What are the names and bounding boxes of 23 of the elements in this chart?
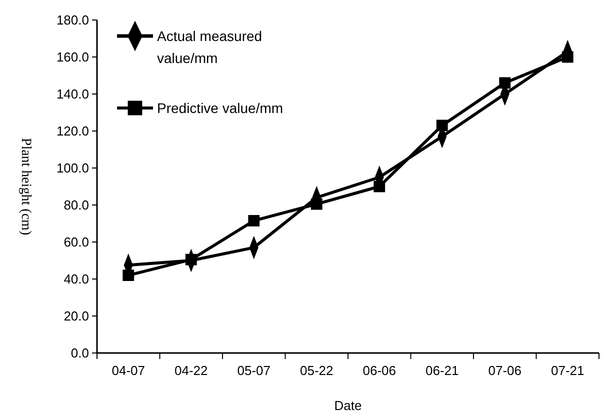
x-axis-title: Date [334, 398, 362, 412]
x-tick-label: 05-22 [300, 363, 334, 378]
y-tick-label: 100.0 [56, 160, 89, 176]
x-tick-label: 05-07 [237, 363, 270, 378]
x-tick-label: 07-21 [551, 363, 584, 378]
y-tick-label: 120.0 [56, 124, 89, 139]
y-tick-label: 40.0 [64, 272, 89, 287]
y-tick-label: 60.0 [64, 234, 89, 250]
legend-label: Actual measured value/mm [157, 28, 262, 66]
y-tick-label: 140.0 [56, 86, 89, 102]
point [248, 215, 260, 226]
y-tick-label: 80.0 [64, 198, 89, 213]
x-tick-label: 04-07 [112, 363, 145, 378]
y-tick-label: 160.0 [56, 50, 89, 65]
x-tick-label: 04-22 [174, 363, 208, 378]
y-tick-label: 180.0 [56, 12, 89, 28]
x-tick-label: 07-06 [488, 363, 522, 378]
y-tick-label: 0.0 [70, 346, 89, 361]
y-tick-label: 20.0 [64, 308, 89, 324]
x-tick-label: 06-21 [426, 363, 459, 378]
legend-label: Predictive value/mm [157, 100, 284, 116]
x-tick-label: 06-06 [362, 363, 396, 378]
y-axis-title: Plant height (cm) [18, 138, 33, 236]
